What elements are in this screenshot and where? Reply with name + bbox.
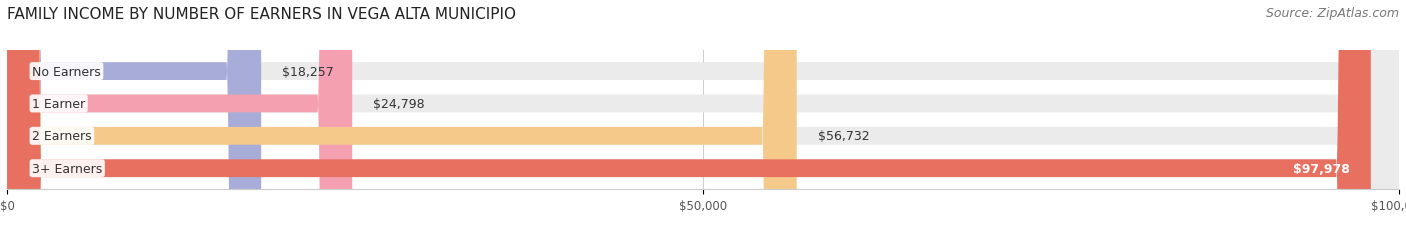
- Text: No Earners: No Earners: [32, 65, 101, 78]
- Text: $24,798: $24,798: [373, 97, 425, 110]
- Text: $97,978: $97,978: [1294, 162, 1350, 175]
- FancyBboxPatch shape: [7, 0, 1399, 231]
- Text: $56,732: $56,732: [817, 130, 869, 143]
- Text: 3+ Earners: 3+ Earners: [32, 162, 103, 175]
- Text: 2 Earners: 2 Earners: [32, 130, 91, 143]
- Text: Source: ZipAtlas.com: Source: ZipAtlas.com: [1265, 7, 1399, 20]
- Text: FAMILY INCOME BY NUMBER OF EARNERS IN VEGA ALTA MUNICIPIO: FAMILY INCOME BY NUMBER OF EARNERS IN VE…: [7, 7, 516, 22]
- FancyBboxPatch shape: [7, 0, 1399, 231]
- Text: $18,257: $18,257: [283, 65, 333, 78]
- FancyBboxPatch shape: [7, 0, 1399, 231]
- FancyBboxPatch shape: [7, 0, 797, 231]
- FancyBboxPatch shape: [7, 0, 262, 231]
- FancyBboxPatch shape: [7, 0, 1371, 231]
- FancyBboxPatch shape: [7, 0, 353, 231]
- FancyBboxPatch shape: [7, 0, 1399, 231]
- Text: 1 Earner: 1 Earner: [32, 97, 86, 110]
